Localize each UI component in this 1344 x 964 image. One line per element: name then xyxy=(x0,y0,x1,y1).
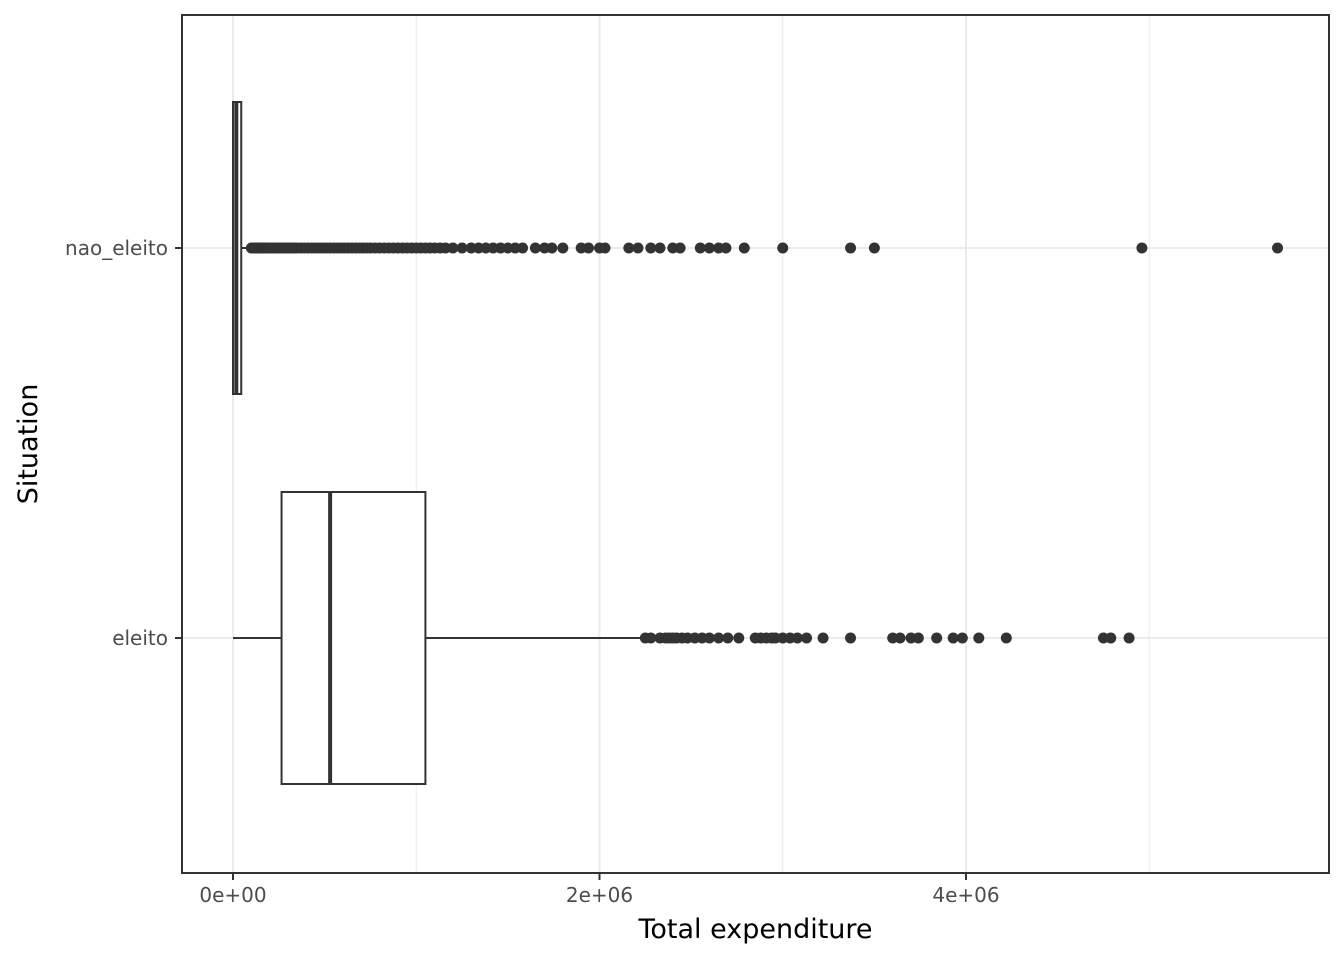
outlier-point-eleito xyxy=(947,632,959,644)
outlier-point-eleito xyxy=(713,632,725,644)
outlier-point-eleito xyxy=(1105,632,1117,644)
x-tick-label: 2e+06 xyxy=(566,883,633,907)
outlier-point-eleito xyxy=(931,632,943,644)
x-tick-label: 4e+06 xyxy=(932,883,999,907)
panel-border xyxy=(181,14,1330,874)
x-axis-title: Total expenditure xyxy=(637,914,872,945)
outlier-point-eleito xyxy=(722,632,734,644)
outlier-point-eleito xyxy=(703,632,715,644)
outlier-point-nao-eleito xyxy=(557,242,569,254)
outlier-point-eleito xyxy=(845,632,857,644)
outlier-point-eleito xyxy=(733,632,745,644)
outlier-point-nao-eleito xyxy=(447,242,459,254)
outlier-point-nao-eleito xyxy=(654,242,666,254)
outlier-point-eleito xyxy=(912,632,924,644)
outlier-point-nao-eleito xyxy=(623,242,635,254)
outlier-point-eleito xyxy=(1000,632,1012,644)
outlier-point-eleito xyxy=(894,632,906,644)
outlier-point-nao-eleito xyxy=(868,242,880,254)
outlier-point-nao-eleito xyxy=(529,242,541,254)
outlier-point-nao-eleito xyxy=(845,242,857,254)
x-tick-label: 0e+00 xyxy=(199,883,266,907)
y-tick-label: nao_eleito xyxy=(65,236,168,260)
outlier-point-eleito xyxy=(791,632,803,644)
outlier-point-nao-eleito xyxy=(1136,242,1148,254)
outlier-point-nao-eleito xyxy=(777,242,789,254)
outlier-point-eleito xyxy=(817,632,829,644)
outlier-point-eleito xyxy=(801,632,813,644)
outlier-point-nao-eleito xyxy=(517,242,529,254)
outlier-point-eleito xyxy=(956,632,968,644)
outlier-point-nao-eleito xyxy=(738,242,750,254)
outlier-point-nao-eleito xyxy=(546,242,558,254)
outlier-point-eleito xyxy=(1123,632,1135,644)
box-eleito xyxy=(280,491,427,785)
outlier-point-nao-eleito xyxy=(720,242,732,254)
outlier-point-nao-eleito xyxy=(599,242,611,254)
outlier-point-nao-eleito xyxy=(674,242,686,254)
outlier-point-nao-eleito xyxy=(632,242,644,254)
y-axis-title: Situation xyxy=(13,384,44,505)
outlier-point-nao-eleito xyxy=(694,242,706,254)
outlier-point-eleito xyxy=(645,632,657,644)
outlier-point-nao-eleito xyxy=(1272,242,1284,254)
y-tick-label: eleito xyxy=(112,626,168,650)
outlier-point-eleito xyxy=(973,632,985,644)
outlier-point-nao-eleito xyxy=(645,242,657,254)
outlier-point-nao-eleito xyxy=(456,242,468,254)
outlier-point-nao-eleito xyxy=(583,242,595,254)
outlier-point-nao-eleito xyxy=(703,242,715,254)
